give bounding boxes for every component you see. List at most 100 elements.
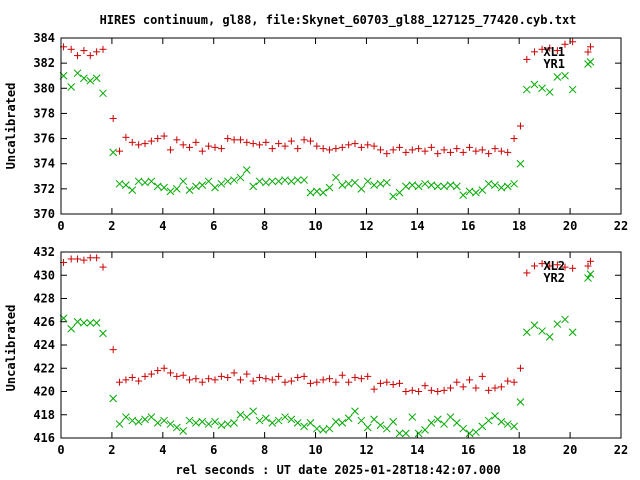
point-yr1-61-d2 (452, 182, 461, 191)
point-xl1-63 (466, 143, 474, 151)
point-yr2-24-d2 (217, 421, 226, 430)
y-tick-label-0-382: 382 (33, 56, 55, 70)
point-yr2-77-d2 (561, 315, 569, 324)
point-yr1-39-d2 (312, 187, 321, 196)
point-xl1-24 (217, 145, 225, 153)
point-xl2-11 (135, 377, 143, 385)
point-yr2-48 (370, 415, 378, 424)
point-xl1-38 (306, 137, 314, 145)
legend-sample-yr1 (584, 60, 592, 68)
legend-marker-xl2 (584, 262, 592, 270)
point-xl1-19 (186, 143, 194, 151)
point-xl1-2 (74, 52, 82, 60)
point-yr2-18 (179, 427, 188, 435)
point-yr1-31-d2 (262, 178, 270, 187)
point-yr2-6-d2 (99, 329, 107, 338)
point-xl1-73 (530, 48, 538, 56)
y-tick-label-0-380: 380 (33, 81, 55, 95)
point-yr2-20-d2 (192, 419, 200, 427)
point-yr2-46 (357, 416, 366, 425)
point-yr2-76-d2 (553, 320, 562, 328)
y-tick-label-1-422: 422 (33, 361, 55, 375)
point-xl2-23 (211, 376, 219, 384)
point-xl1-41 (326, 146, 334, 154)
point-yr2-21-d2 (198, 417, 207, 426)
point-xl2-57 (427, 386, 435, 394)
point-yr2-45 (351, 407, 359, 416)
point-xl2-16 (166, 369, 174, 377)
point-yr2-57-d2 (427, 419, 436, 427)
point-yr1-11 (134, 177, 143, 186)
point-yr1-69-d2 (503, 182, 512, 191)
y-tick-label-0-384: 384 (33, 31, 55, 45)
point-yr1-45-d2 (351, 178, 359, 187)
point-yr2-38-d2 (306, 419, 315, 427)
point-yr2-33-d2 (274, 416, 283, 425)
point-yr1-32 (268, 177, 277, 186)
x-tick-label-0-10: 10 (308, 219, 322, 233)
point-yr2-23 (211, 417, 219, 426)
point-yr2-36-d2 (293, 419, 302, 427)
point-yr2-35 (287, 415, 296, 424)
point-yr1-66-d2 (484, 179, 493, 188)
point-yr1-8 (115, 179, 124, 188)
panel-2-frame (60, 251, 622, 439)
point-xl2-5 (93, 254, 101, 262)
point-xl1-28 (243, 138, 251, 146)
point-yr1-9-d2 (122, 181, 130, 189)
point-yr1-57-d2 (427, 181, 436, 189)
point-yr1-51-d2 (389, 192, 398, 201)
point-yr1-38-d2 (306, 188, 315, 197)
point-yr2-59 (440, 420, 448, 428)
point-yr1-62 (459, 191, 468, 199)
y-tick-label-0-372: 372 (33, 182, 55, 196)
point-xl1-39 (313, 142, 321, 150)
point-yr2-31-d2 (262, 414, 270, 423)
point-yr1-35 (287, 177, 296, 186)
point-yr2-39-d2 (312, 424, 321, 433)
point-yr1-62-d2 (459, 191, 468, 199)
point-xl2-6 (99, 263, 107, 271)
point-xl1-70 (510, 135, 518, 143)
point-yr1-7 (109, 148, 118, 157)
point-yr1-18 (179, 177, 188, 186)
point-yr2-71 (516, 398, 525, 406)
legend-label-yr1: YR1 (543, 57, 565, 71)
x-tick-label-0-8: 8 (261, 219, 268, 233)
point-yr1-67-d2 (491, 181, 499, 189)
point-yr2-35-d2 (287, 415, 296, 424)
y-tick-label-1-432: 432 (33, 245, 55, 259)
point-yr2-72-d2 (522, 328, 531, 337)
point-yr2-73 (530, 321, 539, 330)
point-xl1-20 (192, 138, 200, 146)
point-yr1-66 (484, 179, 493, 188)
chart-title: HIRES continuum, gl88, file:Skynet_60703… (100, 13, 577, 28)
point-yr2-2-d2 (73, 317, 82, 326)
legend-marker-yr1 (584, 60, 592, 68)
point-yr2-13 (147, 413, 156, 421)
point-yr1-15 (160, 183, 168, 192)
point-xl2-9 (122, 376, 130, 384)
point-yr2-4-d2 (86, 319, 95, 327)
point-yr1-72-d2 (522, 85, 531, 94)
point-xl2-15 (160, 364, 168, 372)
point-xl2-34 (281, 378, 289, 386)
point-yr2-75 (545, 333, 554, 341)
point-yr2-43-d2 (338, 419, 347, 427)
legend-label-xl1: XL1 (543, 45, 565, 59)
point-yr1-54 (408, 181, 417, 189)
point-yr1-49 (376, 179, 385, 188)
point-yr1-14-d2 (153, 182, 162, 191)
y-tick-label-1-424: 424 (33, 338, 55, 352)
point-xl1-11 (135, 141, 143, 149)
point-yr1-3 (80, 74, 88, 83)
point-yr1-78-d2 (568, 85, 577, 94)
point-yr2-5-d2 (92, 319, 101, 327)
point-xl2-66 (485, 386, 493, 394)
point-xl1-68 (497, 147, 505, 155)
point-xl1-33 (275, 140, 283, 148)
point-xl1-45 (351, 140, 359, 148)
point-xl2-14 (154, 367, 162, 375)
point-xl2-10 (128, 374, 136, 382)
